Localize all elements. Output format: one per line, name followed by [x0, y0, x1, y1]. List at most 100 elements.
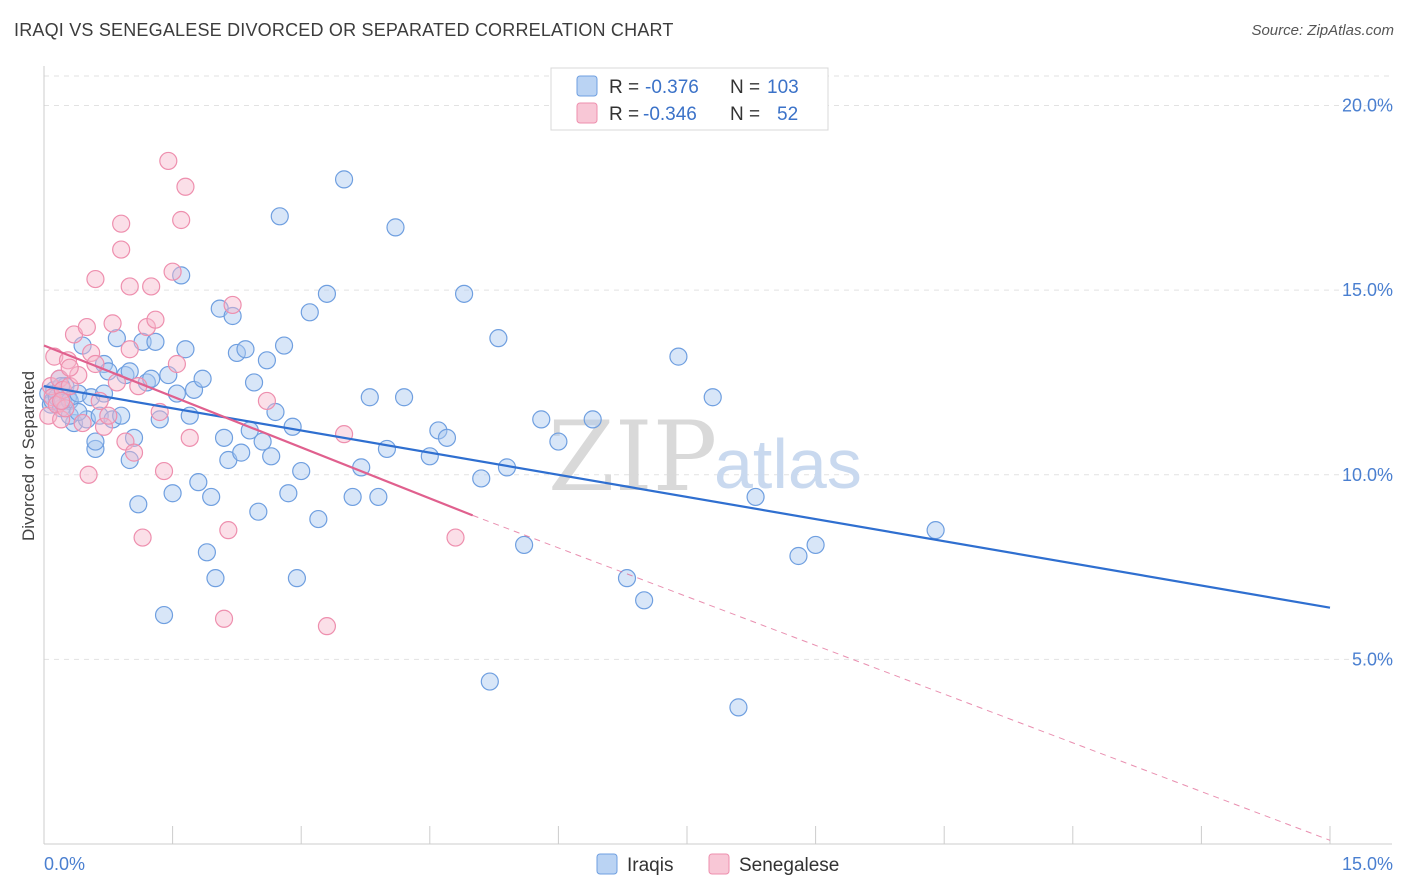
data-point: [283, 417, 302, 436]
legend-r-label-senegalese: R =: [609, 104, 639, 125]
data-point: [386, 218, 405, 237]
data-point: [420, 447, 439, 466]
watermark-zip: ZIP: [548, 401, 717, 513]
data-point: [549, 432, 568, 451]
watermark-atlas: atlas: [714, 425, 862, 503]
data-point: [193, 369, 212, 388]
data-point: [232, 443, 251, 462]
y-axis-label: Divorced or Separated: [19, 371, 38, 541]
data-point: [454, 284, 474, 303]
data-point: [257, 391, 277, 411]
data-point: [202, 487, 221, 507]
data-point: [163, 484, 182, 503]
data-point: [317, 284, 337, 303]
data-point: [270, 207, 289, 226]
data-point: [377, 439, 397, 459]
data-point: [73, 413, 92, 433]
gridlines: [44, 75, 1392, 660]
data-point: [112, 214, 131, 233]
data-point: [154, 461, 174, 481]
chart-title: IRAQI VS SENEGALESE DIVORCED OR SEPARATE…: [14, 20, 674, 40]
data-point: [172, 210, 191, 230]
x-tick-label: 0.0%: [44, 854, 85, 874]
trendline-iraqis: [43, 385, 1331, 609]
data-point: [103, 314, 122, 333]
data-point: [142, 277, 161, 296]
bottom-legend-swatch-senegalese: [708, 853, 730, 875]
data-point: [729, 698, 748, 717]
data-point: [292, 461, 311, 481]
data-point: [515, 535, 534, 555]
bottom-legend: Iraqis Senegalese: [596, 853, 839, 876]
data-point: [99, 406, 118, 425]
data-point: [86, 269, 105, 289]
legend-r-value-iraqis: -0.376: [645, 77, 699, 98]
bottom-legend-senegalese: Senegalese: [739, 855, 839, 876]
data-point: [82, 343, 101, 363]
data-point: [223, 295, 242, 315]
data-point: [360, 388, 379, 407]
y-tick-labels: 5.0% 10.0% 15.0% 20.0%: [1342, 96, 1393, 670]
data-point: [334, 425, 354, 444]
watermark: ZIP atlas: [548, 401, 862, 513]
data-point: [532, 410, 551, 429]
bottom-legend-iraqis: Iraqis: [627, 855, 673, 876]
series-senegalese-points: [39, 151, 465, 636]
data-point: [472, 469, 491, 488]
trendlines: [43, 344, 1331, 841]
data-point: [262, 447, 281, 466]
data-point: [287, 569, 307, 588]
data-point: [112, 406, 131, 425]
data-point: [167, 384, 186, 403]
data-point: [236, 340, 255, 359]
data-point: [189, 473, 208, 492]
data-point: [146, 332, 165, 351]
data-point: [219, 521, 238, 540]
data-point: [163, 262, 182, 281]
data-point: [79, 465, 98, 484]
data-point: [176, 340, 195, 359]
data-point: [300, 303, 319, 322]
data-point: [583, 410, 602, 429]
legend-swatch-senegalese: [576, 102, 598, 124]
source-label: Source: ZipAtlas.com: [1251, 22, 1394, 39]
data-point: [176, 177, 195, 196]
data-point: [789, 546, 808, 566]
data-point: [86, 439, 105, 459]
data-point: [129, 495, 148, 514]
data-point: [159, 151, 178, 171]
data-point: [703, 388, 722, 407]
data-point: [206, 569, 225, 588]
data-point: [86, 432, 105, 451]
data-point: [394, 388, 414, 407]
data-point: [60, 358, 79, 377]
data-point: [133, 528, 152, 547]
data-point: [244, 373, 264, 392]
data-point: [50, 369, 69, 388]
data-point: [112, 240, 131, 259]
data-point: [480, 672, 499, 691]
data-point: [279, 484, 298, 503]
series-iraqis-points: [39, 170, 945, 717]
data-point: [274, 336, 294, 355]
data-point: [214, 428, 234, 447]
trendline-senegalese-extension: [472, 514, 1331, 841]
data-point: [154, 605, 174, 625]
legend-n-label-iraqis: N =: [730, 77, 760, 98]
bottom-legend-swatch-iraqis: [596, 853, 618, 875]
data-point: [926, 521, 945, 540]
data-point: [146, 310, 165, 329]
legend-n-label-senegalese: N =: [730, 104, 760, 125]
data-point: [446, 528, 465, 547]
legend-r-value-senegalese: -0.346: [643, 104, 697, 125]
legend-n-value-iraqis: 103: [767, 77, 799, 98]
data-point: [167, 354, 186, 374]
data-point: [124, 443, 144, 462]
data-point: [617, 569, 637, 588]
data-point: [197, 543, 216, 562]
data-point: [180, 428, 199, 447]
data-point: [334, 170, 354, 189]
data-point: [120, 340, 139, 359]
legend-r-label-iraqis: R =: [609, 77, 639, 98]
